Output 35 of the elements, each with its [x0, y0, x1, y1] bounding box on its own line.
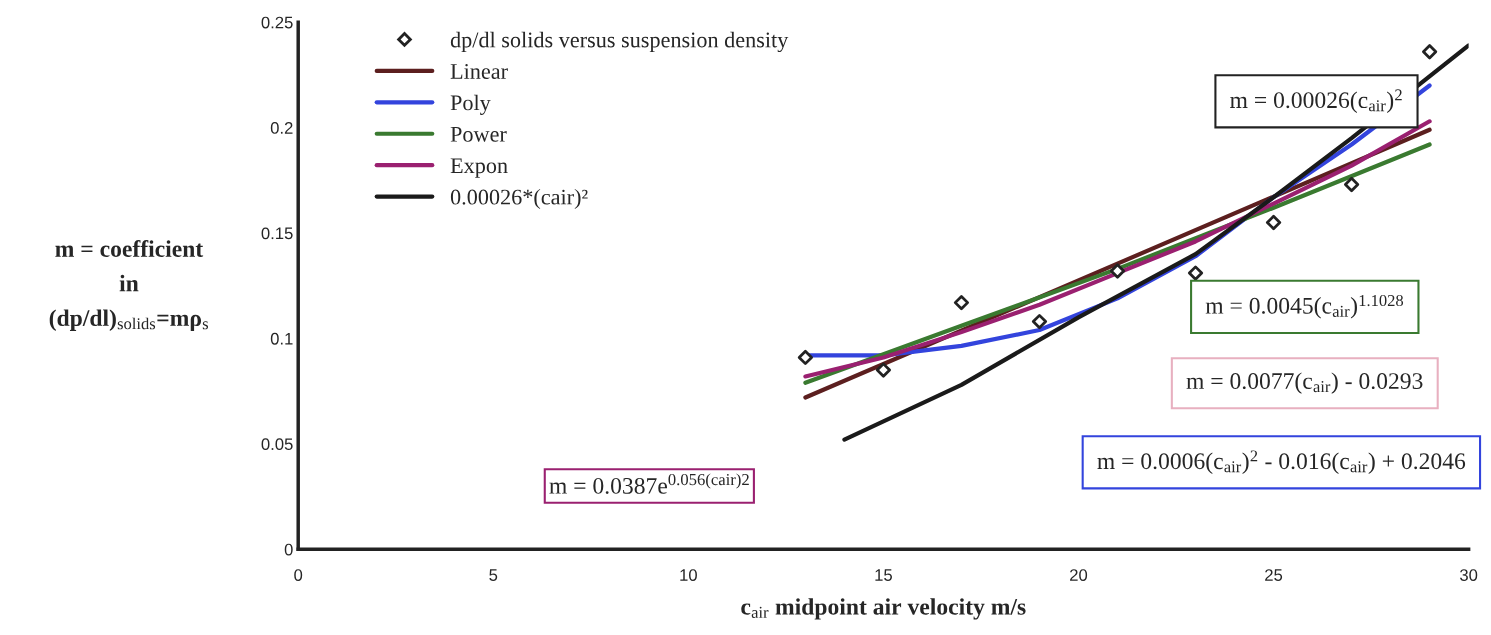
point: [875, 362, 892, 378]
legend-label: Power: [450, 127, 507, 142]
y-tick-label: 0.1: [270, 332, 293, 345]
x-tick-label: 0: [294, 569, 303, 581]
x-tick-label: 25: [1265, 569, 1283, 581]
y-tick-label: 0: [284, 543, 293, 556]
y-axis-title: m = coefficient in (dp/dl)$_{solids}$=mρ$_{s}$: [49, 240, 209, 331]
y-tick-label: 0.05: [261, 438, 293, 451]
point: [1031, 313, 1048, 330]
legend-label: Poly: [450, 94, 491, 115]
point: [953, 295, 970, 311]
x-axis-title: c$_{air}$ midpoint air velocity m/s: [741, 598, 1026, 620]
point: [1422, 44, 1438, 60]
point: [1265, 214, 1282, 231]
legend-label: Expon: [450, 158, 508, 178]
point: [1187, 265, 1204, 281]
legend-label: Linear: [450, 63, 508, 79]
x-tick-label: 30: [1460, 569, 1478, 581]
y-tick-label: 0.15: [261, 227, 293, 240]
annotation: m = 0.0045(c$_{air}$)$^{1.1028}$: [1205, 294, 1404, 319]
y-tick-label: 0.25: [261, 16, 293, 29]
line-series: [842, 43, 1469, 442]
legend-label: 0.00026*(cair)²: [450, 188, 588, 210]
x-tick-label: 15: [875, 569, 892, 581]
point: [1109, 263, 1126, 279]
y-tick-label: 0.2: [270, 122, 293, 134]
annotation: m = 0.0006(c$_{air}$)$^{2}$ - 0.016(c$_{air}$) + 0.2046: [1097, 450, 1466, 474]
annotation: m = 0.0077(c$_{air}$) - 0.0293: [1186, 372, 1423, 394]
annotation: m = 0.00026(c$_{air}$)$^{2}$: [1230, 89, 1402, 113]
point: [797, 349, 813, 366]
x-tick-label: 5: [489, 569, 498, 581]
legend-label: dp/dl solids versus suspension density: [450, 31, 789, 53]
x-tick-label: 20: [1070, 569, 1088, 581]
point: [1343, 176, 1360, 193]
x-tick-label: 10: [680, 569, 697, 581]
